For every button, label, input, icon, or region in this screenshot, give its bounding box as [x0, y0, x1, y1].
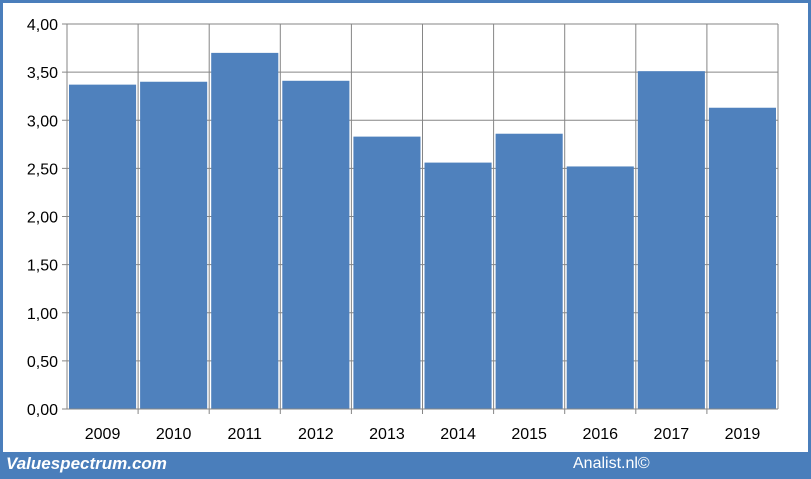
y-tick-label: 2,00	[27, 210, 58, 227]
footer-bar: Valuespectrum.com Analist.nl©	[0, 452, 811, 479]
x-tick-label: 2017	[654, 426, 690, 443]
x-tick-label: 2012	[298, 426, 334, 443]
chart-area: 0,00 0,50 1,00 1,50 2,00 2,50 3,00 3,50 4,00 2009…	[3, 3, 808, 452]
x-tick-label: 2011	[228, 426, 263, 443]
bar	[495, 133, 563, 409]
y-tick-label: 1,50	[27, 258, 58, 275]
bar	[69, 84, 137, 409]
y-tick-label: 3,50	[27, 65, 58, 82]
x-tick-label: 2013	[369, 426, 405, 443]
bar	[282, 80, 350, 409]
brand-label: Valuespectrum.com	[6, 454, 167, 473]
y-tick-label: 3,00	[27, 113, 58, 130]
bar	[353, 136, 421, 410]
credit-label: Analist.nl©	[573, 455, 650, 472]
bar	[637, 71, 705, 409]
x-tick-label: 2014	[440, 426, 476, 443]
x-tick-label: 2015	[511, 426, 547, 443]
bar	[708, 107, 776, 410]
y-tick-label: 0,50	[27, 354, 58, 371]
bar	[566, 166, 634, 409]
bar	[424, 162, 492, 409]
y-tick-label: 2,50	[27, 161, 58, 178]
x-tick-label: 2010	[156, 426, 192, 443]
x-tick-label: 2019	[725, 426, 761, 443]
x-tick-label: 2009	[85, 426, 121, 443]
bar	[140, 81, 208, 409]
y-tick-label: 0,00	[27, 402, 58, 419]
bar-chart: 0,00 0,50 1,00 1,50 2,00 2,50 3,00 3,50 4,00 2009…	[27, 17, 779, 443]
y-tick-label: 1,00	[27, 306, 58, 323]
x-tick-label: 2016	[582, 426, 618, 443]
bar	[211, 52, 279, 409]
y-tick-label: 4,00	[27, 17, 58, 34]
